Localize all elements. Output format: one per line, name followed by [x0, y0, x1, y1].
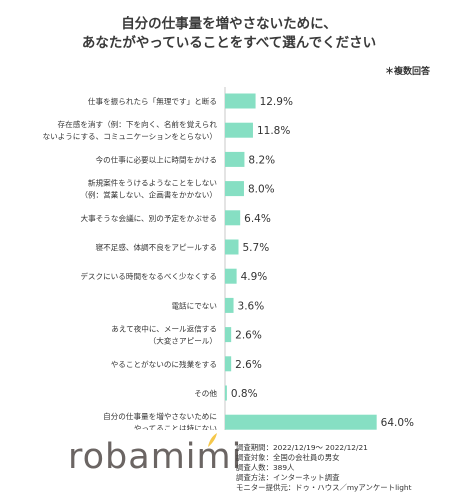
survey-count: 調査人数：389人 [236, 463, 295, 472]
category-label-3-line1: （例：営業しない、企画書をかかない） [80, 190, 217, 200]
value-label-11: 64.0% [381, 417, 414, 429]
category-label-8-line0: あえて夜中に、メール返信する [111, 324, 217, 334]
category-label-1-line1: ないようにする、コミュニケーションをとらない） [43, 132, 217, 141]
bar-8 [225, 327, 232, 343]
value-label-6: 4.9% [241, 271, 268, 283]
category-label-7: 電話にでない [171, 300, 217, 310]
value-label-8: 2.6% [235, 330, 262, 342]
bar-2 [225, 151, 245, 167]
category-label-11-line1: やってることは特にない [134, 423, 217, 430]
survey-period: 調査期間：2022/12/19～ 2022/12/21 [236, 443, 368, 452]
value-label-1: 11.8% [257, 125, 290, 137]
category-label-4: 大事そうな会議に、別の予定をかぶせる [81, 213, 217, 223]
bar-0 [225, 93, 256, 109]
leaf-icon [208, 433, 217, 447]
value-label-4: 6.4% [244, 213, 271, 225]
survey-info: 調査期間：2022/12/19～ 2022/12/21 調査対象：全国の会社員の… [236, 443, 411, 493]
category-label-0: 仕事を振られたら「無理です」と断る [88, 96, 217, 106]
bar-3 [225, 181, 244, 197]
value-label-3: 8.0% [248, 184, 275, 196]
category-label-10: その他 [194, 388, 217, 398]
robamimi-logo: robamimi [68, 437, 243, 477]
category-label-8-line1: （大変さアピール） [149, 336, 217, 346]
category-label-9: やることがないのに残業をする [111, 359, 217, 369]
survey-target: 調査対象：全国の会社員の男女 [236, 453, 340, 462]
survey-provider: モニター提供元：ドゥ・ハウス／myアンケートlight [236, 483, 412, 492]
survey-method: 調査方法：インターネット調査 [236, 473, 340, 482]
value-label-5: 5.7% [243, 242, 270, 254]
bar-chart: 12.9% 仕事を振られたら「無理です」と断る 11.8% 存在感を消す（例：下を向く… [43, 87, 414, 430]
chart-title-line1: 自分の仕事量を増やさないために、 [121, 16, 337, 32]
bar-10 [225, 385, 227, 401]
category-label-3-line0: 新規案件をうけるようなことをしない [88, 178, 217, 188]
bar-1 [225, 122, 253, 138]
multiple-answer-note: ＊複数回答 [384, 67, 430, 77]
value-label-9: 2.6% [235, 359, 262, 371]
bar-9 [225, 356, 232, 372]
chart-title-line2: あなたがやっていることをすべて選んでください [81, 35, 377, 51]
bar-6 [225, 268, 237, 284]
category-label-5: 寝不足感、体調不良をアピールする [96, 242, 218, 252]
value-label-10: 0.8% [231, 388, 258, 400]
value-label-7: 3.6% [238, 300, 265, 312]
category-label-6: デスクにいる時間をなるべく少なくする [80, 271, 217, 281]
value-label-0: 12.9% [260, 96, 293, 108]
category-label-1-line0: 存在感を消す（例：下を向く、名前を覚えられ [58, 119, 218, 129]
bar-11 [225, 414, 377, 430]
bar-7 [225, 297, 234, 313]
category-label-11-line0: 自分の仕事量を増やさないために [103, 411, 217, 421]
bar-4 [225, 210, 241, 226]
bar-5 [225, 239, 239, 255]
value-label-2: 8.2% [248, 154, 275, 166]
category-label-2: 今の仕事に必要以上に時間をかける [96, 154, 218, 164]
